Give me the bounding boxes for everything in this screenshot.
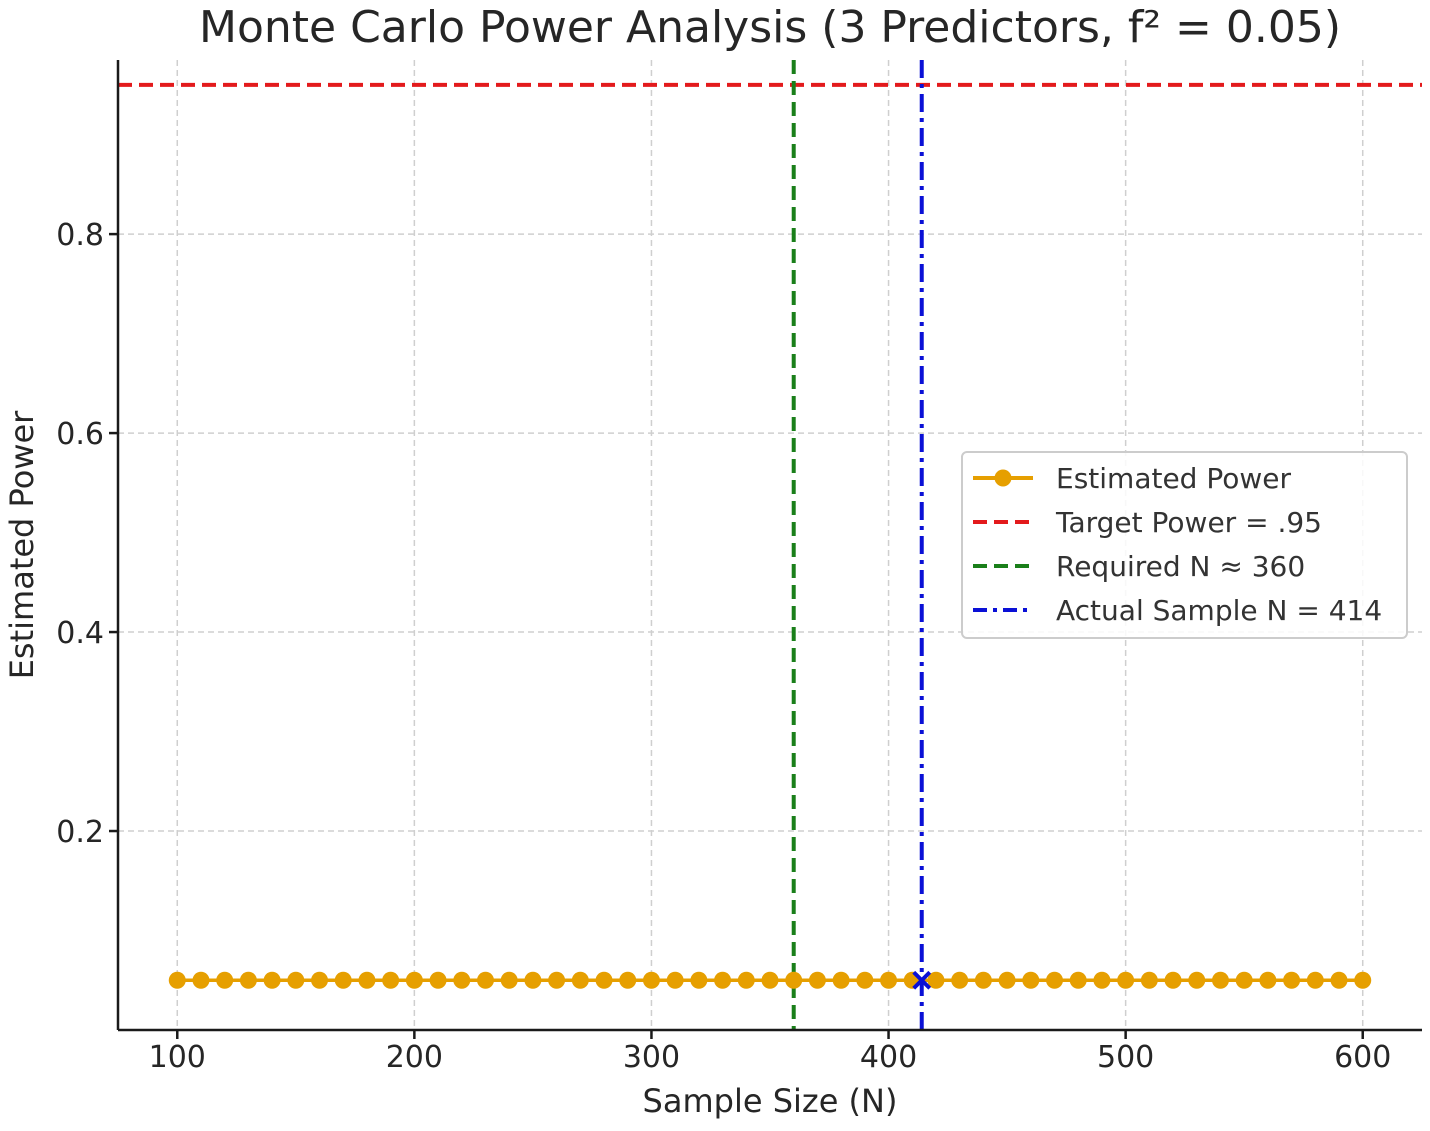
data-point [998, 971, 1016, 989]
x-tick-label: 100 [149, 1040, 206, 1075]
y-axis-label: Estimated Power [3, 410, 41, 679]
data-point [666, 971, 684, 989]
y-tick-label: 0.8 [56, 218, 104, 253]
data-point [785, 971, 803, 989]
data-point [761, 971, 779, 989]
data-point [880, 971, 898, 989]
data-point [500, 971, 518, 989]
x-axis-label: Sample Size (N) [643, 1082, 898, 1120]
axes: 100 200 300 400 500 600 0.2 0.4 0.6 0.8 [56, 60, 1422, 1075]
x-tick-label: 500 [1097, 1040, 1154, 1075]
data-point [1259, 971, 1277, 989]
data-point [548, 971, 566, 989]
legend-label-0: Estimated Power [1056, 462, 1291, 495]
data-point [524, 971, 542, 989]
data-point [832, 971, 850, 989]
data-point [1306, 971, 1324, 989]
legend-marker-0 [994, 469, 1012, 487]
data-point [1330, 971, 1348, 989]
data-point [690, 971, 708, 989]
data-point [1283, 971, 1301, 989]
y-tick-label: 0.6 [56, 417, 104, 452]
highlight-marker-stroke-b [912, 970, 932, 990]
data-point [1046, 971, 1064, 989]
x-tick-label: 400 [860, 1040, 917, 1075]
data-point [1354, 971, 1372, 989]
data-point [287, 971, 305, 989]
chart-title: Monte Carlo Power Analysis (3 Predictors… [199, 2, 1341, 53]
data-point [358, 971, 376, 989]
data-point [168, 971, 186, 989]
y-tick-label: 0.4 [56, 616, 104, 651]
legend: Estimated Power Target Power = .95 Require… [961, 451, 1408, 639]
data-point [619, 971, 637, 989]
data-point [1235, 971, 1253, 989]
data-point [595, 971, 613, 989]
data-point [476, 971, 494, 989]
data-point [1022, 971, 1040, 989]
x-tick-label: 200 [386, 1040, 443, 1075]
data-point [263, 971, 281, 989]
series [168, 970, 1372, 990]
data-point [429, 971, 447, 989]
data-point [737, 971, 755, 989]
data-point [1140, 971, 1158, 989]
data-point [856, 971, 874, 989]
data-point [1117, 971, 1135, 989]
data-point [453, 971, 471, 989]
data-point [714, 971, 732, 989]
data-point [1164, 971, 1182, 989]
data-point [1093, 971, 1111, 989]
data-point [642, 971, 660, 989]
legend-label-1: Target Power = .95 [1055, 506, 1322, 539]
data-point [808, 971, 826, 989]
x-tick-label: 600 [1334, 1040, 1391, 1075]
data-point [571, 971, 589, 989]
data-point [1069, 971, 1087, 989]
data-point [239, 971, 257, 989]
data-point [951, 971, 969, 989]
data-point [974, 971, 992, 989]
legend-box [961, 451, 1408, 639]
data-point [216, 971, 234, 989]
legend-label-2: Required N ≈ 360 [1056, 550, 1305, 583]
y-tick-label: 0.2 [56, 815, 104, 850]
data-point [1188, 971, 1206, 989]
data-point [405, 971, 423, 989]
data-point [1211, 971, 1229, 989]
data-point [334, 971, 352, 989]
data-point [927, 971, 945, 989]
x-tick-label: 300 [623, 1040, 680, 1075]
reference-lines [118, 60, 1422, 1030]
data-point [311, 971, 329, 989]
legend-label-3: Actual Sample N = 414 [1056, 594, 1382, 627]
data-point [192, 971, 210, 989]
data-point [382, 971, 400, 989]
